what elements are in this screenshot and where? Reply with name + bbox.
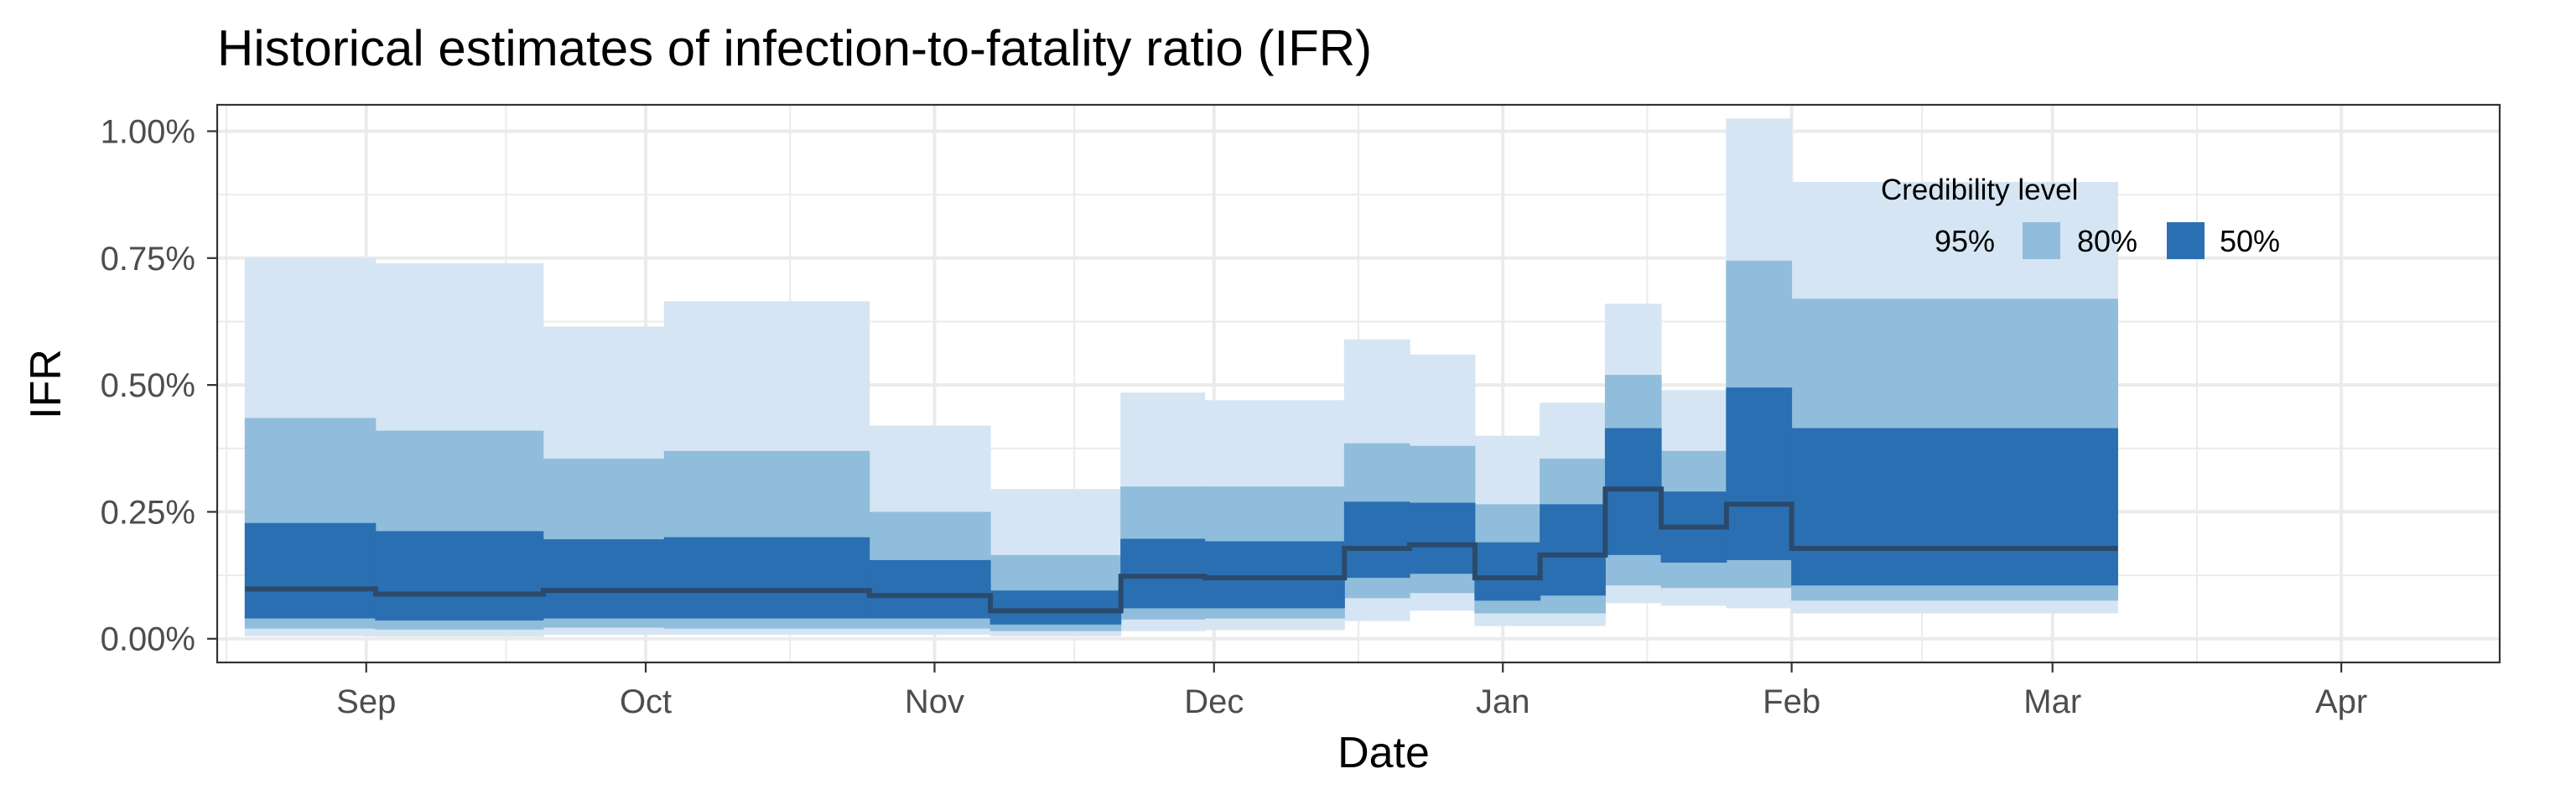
band-50-segment <box>1409 502 1476 574</box>
band-50-segment <box>989 590 1122 625</box>
band-50 <box>244 387 2118 625</box>
legend-label-95: 95% <box>1935 224 1995 258</box>
y-tick-label: 0.75% <box>101 241 195 278</box>
legend-label-50: 50% <box>2220 224 2280 258</box>
x-axis-ticks: Sep Oct Nov Dec Jan Feb Mar Apr <box>336 662 2367 720</box>
y-axis-ticks: 0.00% 0.25% 0.50% 0.75% 1.00% <box>101 113 217 658</box>
x-tick-label: Sep <box>336 683 396 720</box>
median-line-group <box>245 486 2118 614</box>
chart-title: Historical estimates of infection-to-fat… <box>217 20 1372 76</box>
x-tick-label: Dec <box>1184 683 1244 720</box>
x-axis-title: Date <box>1337 729 1430 777</box>
y-tick-label: 0.00% <box>101 621 195 658</box>
x-tick-label: Oct <box>620 683 672 720</box>
x-tick-label: Jan <box>1476 683 1530 720</box>
plot-panel <box>216 103 2501 664</box>
y-tick-label: 0.25% <box>101 494 195 531</box>
band-50-segment <box>1204 541 1345 609</box>
y-axis-title: IFR <box>22 349 70 419</box>
x-tick-label: Nov <box>905 683 964 720</box>
band-50-segment <box>543 539 665 619</box>
band-50-segment <box>244 522 377 619</box>
band-50-segment <box>869 559 991 619</box>
legend-label-80: 80% <box>2077 224 2137 258</box>
panel-border <box>216 103 2501 664</box>
band-50-segment <box>1120 538 1206 609</box>
legend-swatch-80 <box>2023 222 2060 259</box>
band-50-segment <box>1604 428 1662 555</box>
median-line <box>245 486 2118 614</box>
legend: Credibility level 95% 80% 50% <box>1881 174 2280 259</box>
band-50-segment <box>1726 387 1793 560</box>
legend-title: Credibility level <box>1881 174 2078 206</box>
band-50-segment <box>1343 501 1410 579</box>
legend-swatch-50 <box>2167 222 2205 259</box>
band-50-segment <box>1791 428 2118 586</box>
band-50-segment <box>1474 542 1541 601</box>
y-tick-label: 0.50% <box>101 367 195 404</box>
y-tick-label: 1.00% <box>101 113 195 150</box>
band-50-segment <box>663 537 870 619</box>
x-tick-label: Apr <box>2315 683 2367 720</box>
band-50-segment <box>1540 504 1606 596</box>
x-tick-label: Feb <box>1763 683 1820 720</box>
x-tick-label: Mar <box>2023 683 2081 720</box>
band-50-segment <box>375 531 544 621</box>
